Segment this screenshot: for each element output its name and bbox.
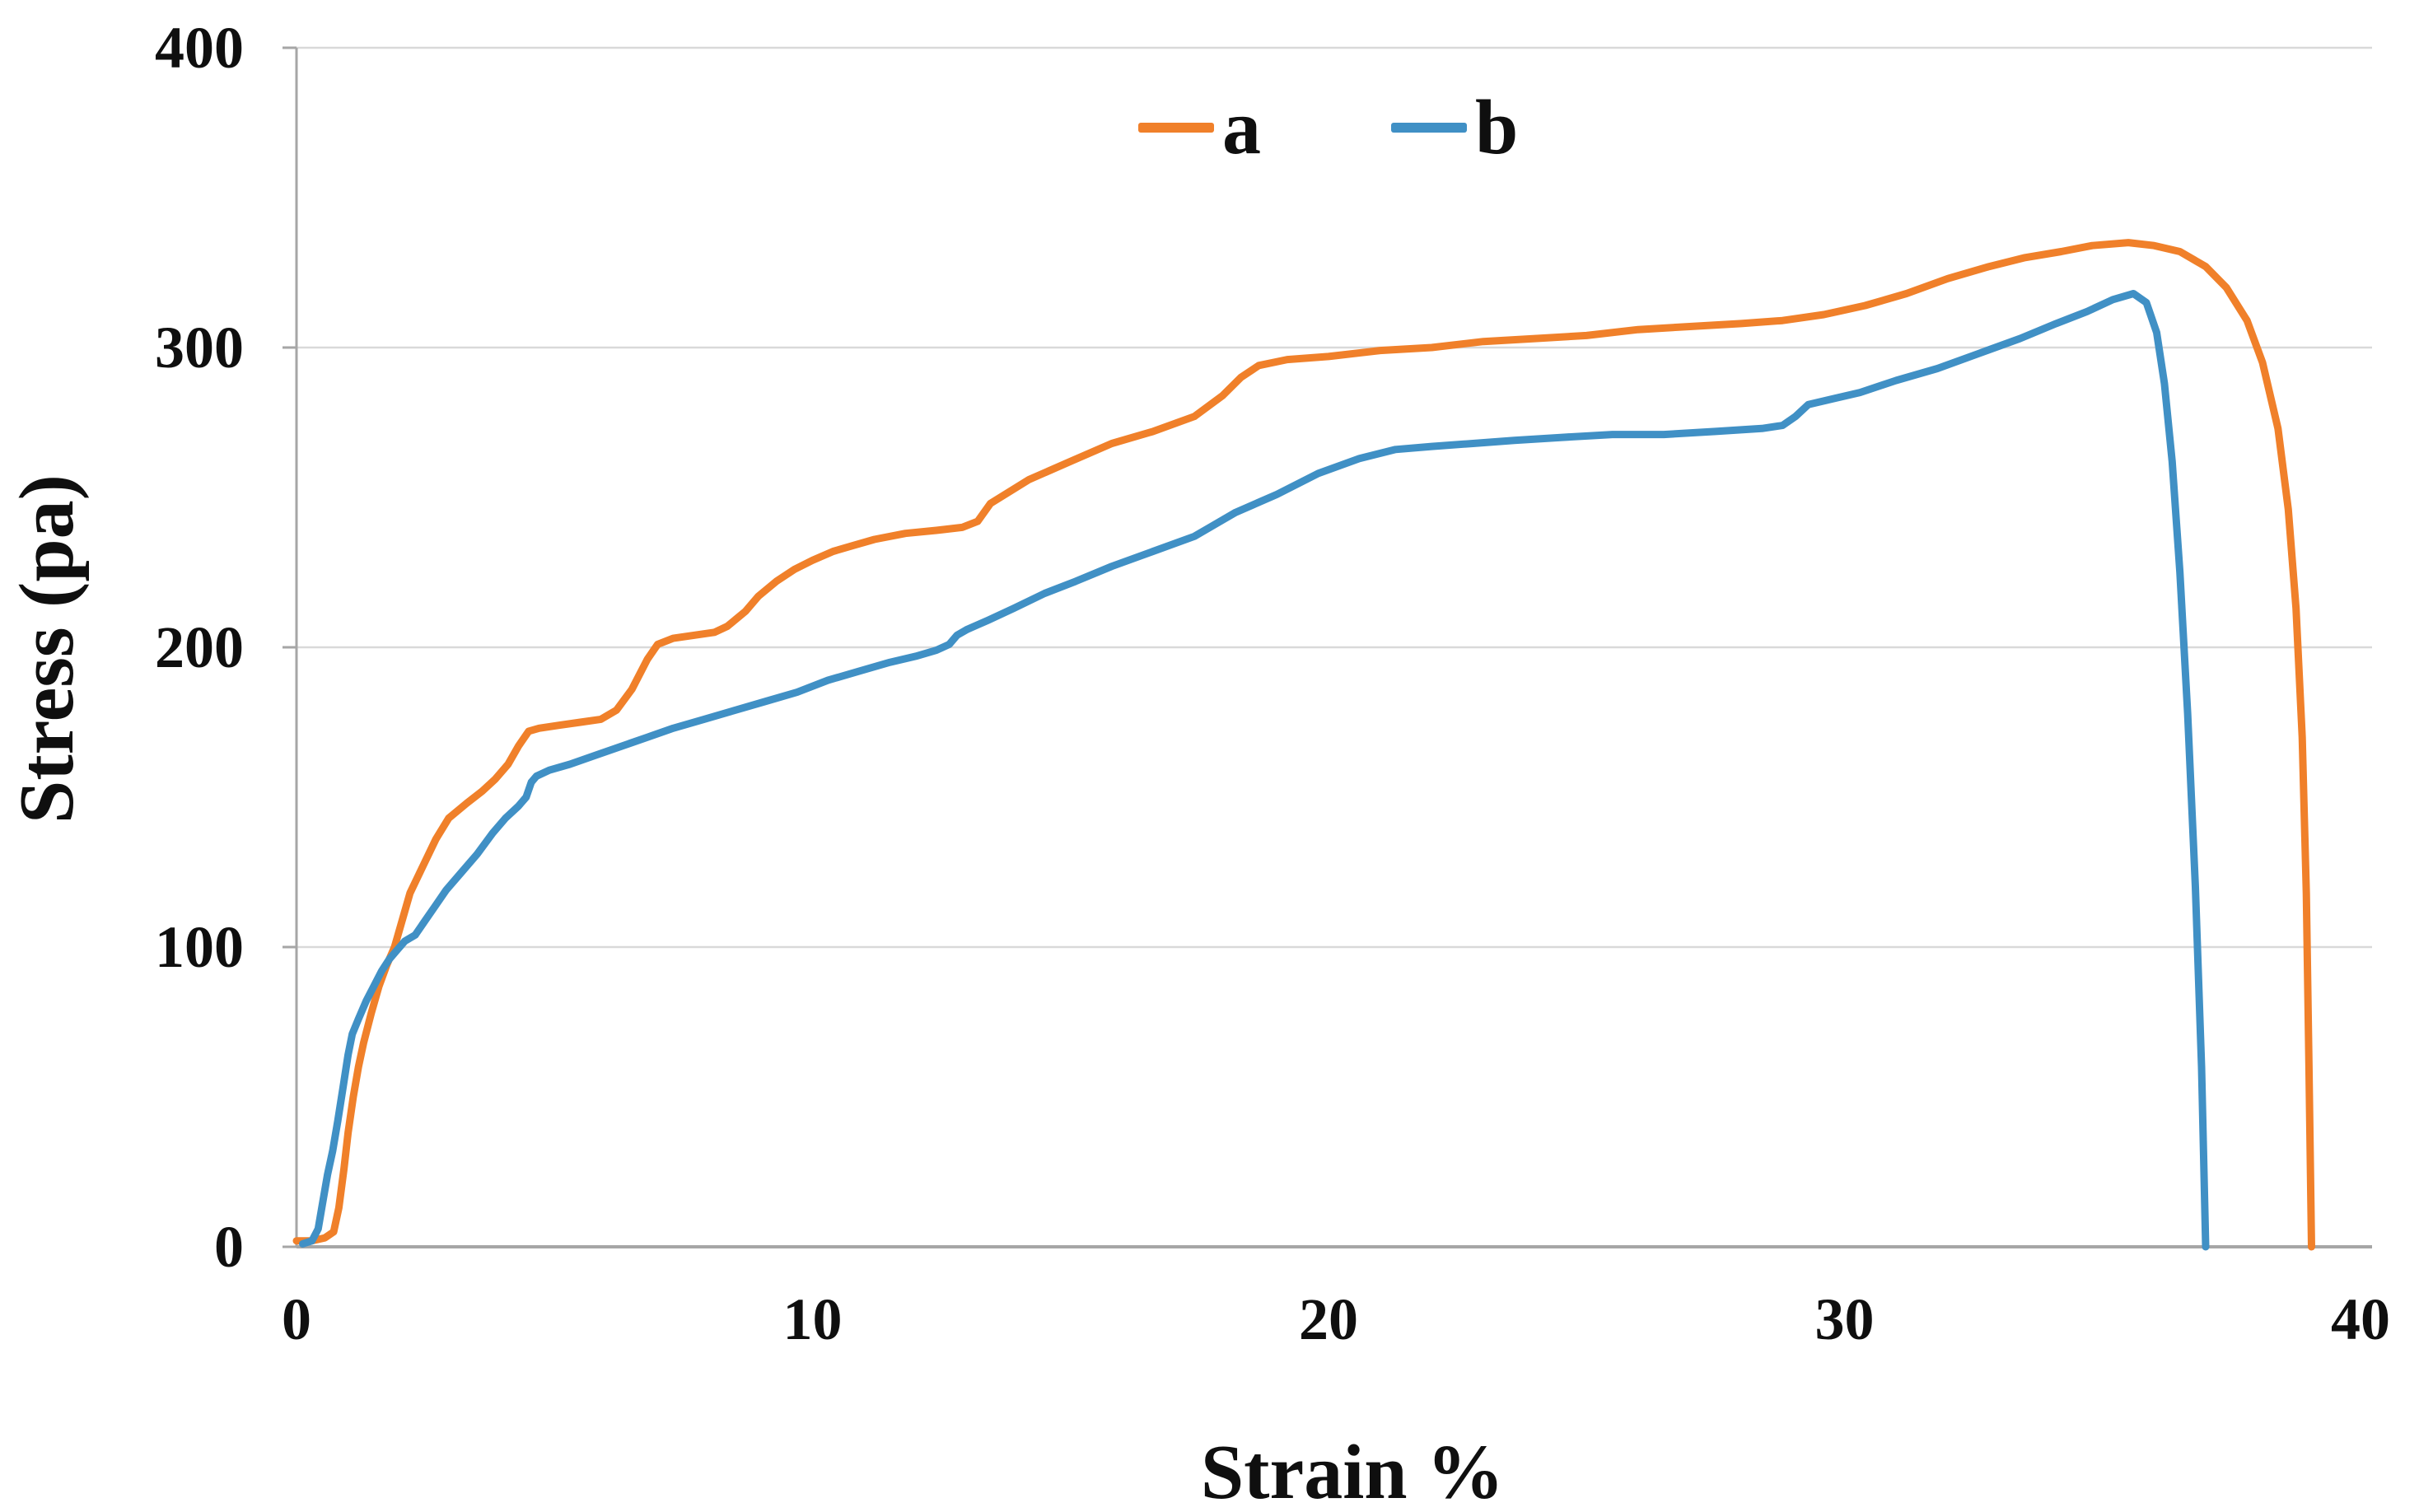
- x-tick-label-20: 20: [1299, 1286, 1358, 1352]
- x-tick-label-40: 40: [2331, 1286, 2390, 1352]
- y-tick-label-200: 200: [155, 614, 244, 680]
- y-tick-label-100: 100: [155, 914, 244, 980]
- x-tick-label-10: 10: [782, 1286, 843, 1352]
- series-a-line: [292, 239, 2315, 1251]
- y-tick-label-0: 0: [214, 1214, 244, 1280]
- legend-label-a: a: [1222, 85, 1261, 170]
- y-tick-label-300: 300: [155, 315, 244, 380]
- series-b-swatch-icon: [1391, 123, 1467, 133]
- legend: a b: [1138, 89, 1518, 166]
- y-axis-title: Stress (pa): [4, 474, 90, 824]
- legend-item-b: b: [1391, 89, 1518, 166]
- x-tick-label-0: 0: [282, 1286, 311, 1352]
- legend-label-b: b: [1475, 85, 1519, 170]
- series-a-swatch-icon: [1138, 123, 1214, 133]
- series-b-line: [299, 290, 2210, 1251]
- x-axis-title: Strain %: [1200, 1430, 1505, 1512]
- x-tick-label-30: 30: [1814, 1286, 1875, 1352]
- y-tick-label-400: 400: [155, 15, 244, 81]
- legend-item-a: a: [1138, 89, 1261, 166]
